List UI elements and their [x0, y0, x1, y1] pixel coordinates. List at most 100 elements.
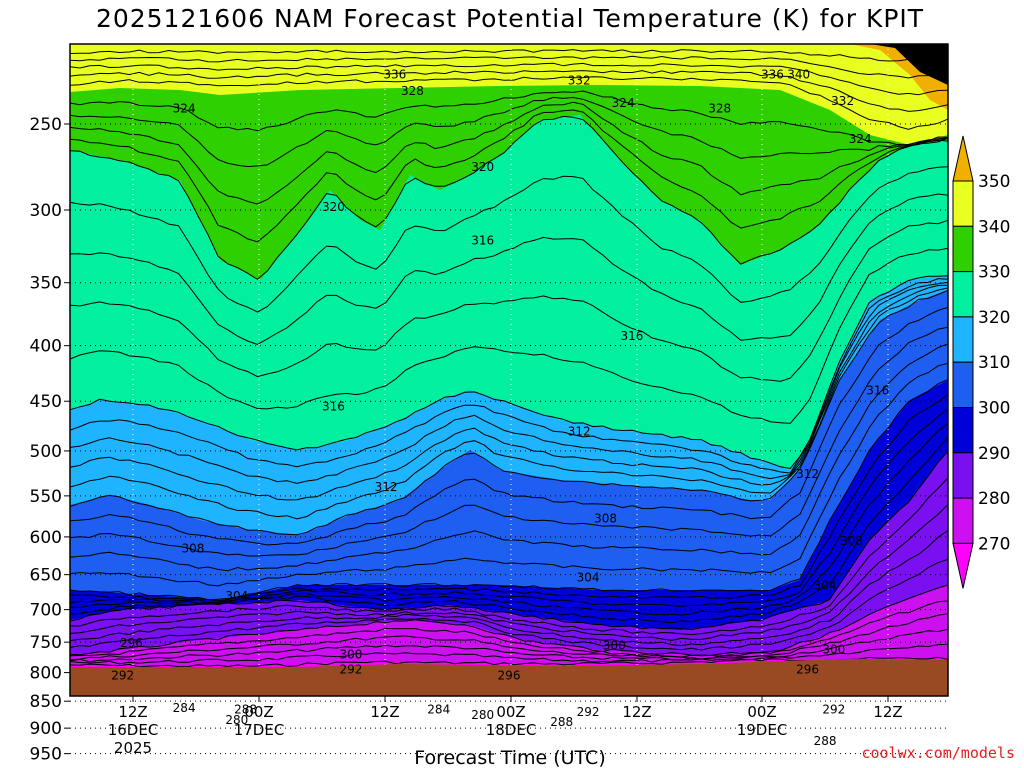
- contour-line: [69, 306, 949, 546]
- y-tick-label: 700: [30, 601, 62, 621]
- contour-line: [69, 109, 949, 243]
- temperature-bands: [70, 44, 948, 696]
- contour-label: 292: [822, 702, 845, 716]
- colorbar-segment: [952, 452, 974, 499]
- x-tick-hour: 12Z: [873, 703, 902, 721]
- contour-line: [69, 530, 949, 647]
- contour-line: [69, 287, 949, 520]
- contour-line: [69, 55, 949, 79]
- colorbar-segment: [952, 180, 974, 227]
- chart-title: 2025121606 NAM Forecast Potential Temper…: [96, 4, 924, 33]
- contour-label: 288: [234, 702, 257, 716]
- x-tick-hour: 00Z: [244, 703, 273, 721]
- band-10: [870, 44, 948, 85]
- contour-label: 308: [181, 542, 204, 556]
- contour-line: [69, 49, 949, 63]
- contour-label: 312: [375, 480, 398, 494]
- contour-line: [69, 247, 949, 424]
- contour-line: [69, 70, 949, 112]
- contour-label: 336: [383, 67, 406, 81]
- contour-label: 300: [340, 648, 363, 662]
- contour-label: 300: [603, 638, 626, 652]
- contour-line: [69, 378, 949, 601]
- contour-line: [69, 437, 949, 624]
- band-8: [70, 44, 948, 145]
- y-tick-label: 450: [30, 392, 62, 412]
- x-tick-hour: 12Z: [118, 703, 147, 721]
- x-tick-hour: 00Z: [496, 703, 525, 721]
- y-tick-label: 900: [30, 719, 62, 739]
- contour-line: [69, 408, 949, 607]
- contour-label: 320: [322, 200, 345, 214]
- contour-lines: [69, 49, 949, 668]
- contour-label: 332: [831, 94, 854, 108]
- contour-label: 336: [761, 67, 784, 81]
- contour-line: [69, 628, 949, 663]
- contour-label: 280: [225, 713, 248, 727]
- x-tick-hour: 00Z: [747, 703, 776, 721]
- x-tick-date: 16DEC: [108, 721, 159, 739]
- contour-label: 320: [471, 160, 494, 174]
- y-tick-label: 950: [30, 745, 62, 765]
- y-tick-label: 350: [30, 274, 62, 294]
- band-7: [70, 44, 948, 280]
- y-tick-label: 600: [30, 528, 62, 548]
- y-tick-label: 250: [30, 115, 62, 135]
- contour-line: [69, 281, 949, 484]
- contour-line: [69, 284, 949, 501]
- contour-line: [69, 193, 949, 345]
- contour-label: 308: [840, 534, 863, 548]
- colorbar-segment: [952, 271, 974, 318]
- colorbar-segment: [952, 497, 974, 544]
- contour-label: 328: [708, 102, 731, 116]
- contour-line: [69, 326, 949, 557]
- contour-line: [69, 101, 949, 205]
- contour-label: 316: [866, 384, 889, 398]
- y-tick-label: 400: [30, 337, 62, 357]
- contour-label: 340: [787, 67, 810, 81]
- contour-line: [69, 584, 949, 656]
- x-tick-hour: 12Z: [622, 703, 651, 721]
- contour-line: [69, 96, 949, 168]
- contour-label: 304: [225, 589, 248, 603]
- contour-line: [69, 275, 949, 470]
- contour-label: 300: [822, 643, 845, 657]
- y-tick-label: 650: [30, 566, 62, 586]
- colorbar-segment: [952, 361, 974, 409]
- contour-label: 292: [340, 663, 363, 677]
- colorbar-label: 300: [978, 399, 1010, 419]
- colorbar-arrow-bottom: [952, 542, 974, 589]
- contour-label: 292: [111, 669, 134, 683]
- contour-label: 296: [796, 663, 819, 677]
- contour-label: 296: [498, 669, 521, 683]
- contour-line: [69, 613, 949, 661]
- colorbar-segment: [952, 407, 974, 454]
- x-tick-date: 17DEC: [234, 721, 285, 739]
- contour-label: 280: [471, 708, 494, 722]
- contour-line: [69, 600, 949, 658]
- x-tick-hour: 12Z: [370, 703, 399, 721]
- contour-label: 312: [568, 425, 591, 439]
- x-tick-year: 2025: [114, 739, 152, 757]
- colorbar-segment: [952, 225, 974, 273]
- colorbar-label: 280: [978, 489, 1010, 509]
- y-tick-label: 850: [30, 692, 62, 712]
- colorbar-segment: [952, 316, 974, 363]
- contour-label: 304: [814, 578, 837, 592]
- contour-label: 328: [401, 84, 424, 98]
- contour-label: 312: [796, 467, 819, 481]
- contour-label: 316: [322, 399, 345, 413]
- contour-label: 284: [427, 702, 450, 716]
- y-tick-label: 750: [30, 633, 62, 653]
- contour-line: [69, 62, 949, 96]
- contour-line: [69, 422, 949, 616]
- contour-line: [69, 343, 949, 572]
- contour-label: 324: [612, 96, 635, 110]
- colorbar-label: 320: [978, 308, 1010, 328]
- contour-line: [69, 393, 949, 602]
- contour-line: [69, 76, 949, 130]
- colorbar-label: 340: [978, 217, 1010, 237]
- contour-line: [69, 362, 949, 587]
